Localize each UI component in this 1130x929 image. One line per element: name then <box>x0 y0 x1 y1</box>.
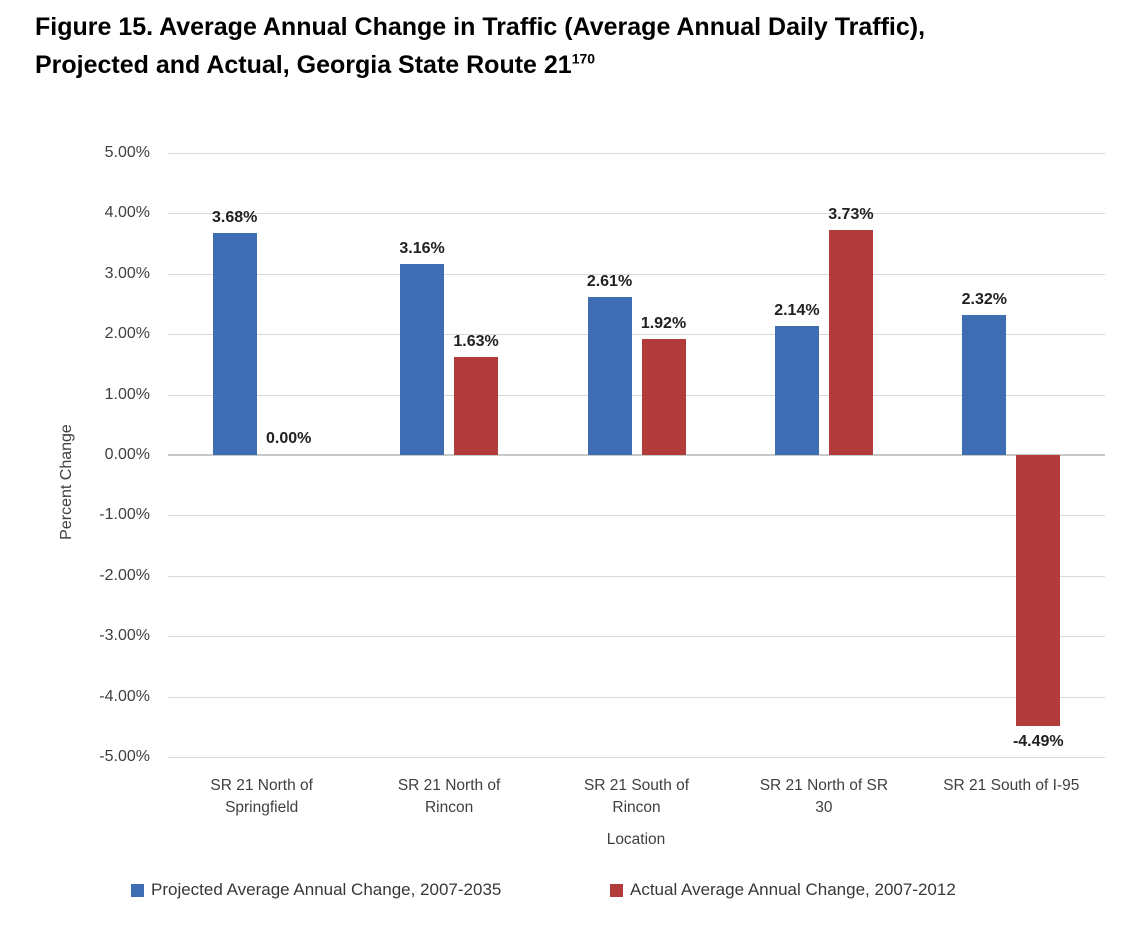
category-label-line: Springfield <box>225 799 299 816</box>
bar-data-label: 2.61% <box>586 273 633 291</box>
bar-data-label: 1.92% <box>640 315 687 333</box>
legend-item: Actual Average Annual Change, 2007-2012 <box>610 880 956 900</box>
y-tick-label: 1.00% <box>104 385 150 403</box>
legend-item: Projected Average Annual Change, 2007-20… <box>131 880 501 900</box>
y-tick-label: 0.00% <box>104 446 150 463</box>
bar <box>400 264 445 455</box>
bar <box>212 232 257 455</box>
legend-swatch-icon <box>610 883 623 897</box>
category-label: SR 21 South of Rincon <box>549 775 725 819</box>
category-label: SR 21 North of Rincon <box>361 775 537 819</box>
y-tick-label: 3.00% <box>104 264 150 282</box>
figure-title-line2-wrap: Projected and Actual, Georgia State Rout… <box>35 46 1105 84</box>
y-tick-label: 5.00% <box>104 144 150 161</box>
gridline <box>168 757 1105 758</box>
bar-data-label: -4.49% <box>1012 733 1064 751</box>
bar-data-label: 2.32% <box>961 290 1007 308</box>
y-tick-label: -3.00% <box>99 627 150 645</box>
category-label-line: 30 <box>815 799 833 816</box>
y-tick-label: -4.00% <box>99 687 150 705</box>
category-label-line: Rincon <box>612 799 661 816</box>
bar-data-label: 3.73% <box>828 205 874 223</box>
gridline <box>168 394 1105 396</box>
gridline <box>168 636 1105 638</box>
zero-axis-line <box>168 454 1105 456</box>
category-label-line: SR 21 South of <box>583 777 690 794</box>
gridline <box>168 334 1105 336</box>
figure-title: Figure 15. Average Annual Change in Traf… <box>35 8 1105 84</box>
bar <box>587 297 632 455</box>
x-axis-title: Location <box>606 831 666 848</box>
gridline <box>168 213 1105 215</box>
category-label: SR 21 South of I-95 <box>923 775 1099 797</box>
bar-data-label: 3.16% <box>399 240 445 258</box>
legend-swatch-icon <box>131 883 144 897</box>
gridline <box>168 696 1105 698</box>
y-tick-label: -5.00% <box>99 748 150 765</box>
category-label-line: SR 21 North of SR <box>759 777 889 794</box>
bar <box>962 314 1007 455</box>
bar <box>454 356 499 455</box>
category-label-line: Rincon <box>424 799 474 816</box>
bar <box>641 339 686 455</box>
bar-data-label: 0.00% <box>266 430 312 447</box>
bar-data-label: 3.68% <box>212 208 258 226</box>
bar <box>1016 455 1061 727</box>
bar <box>828 229 873 455</box>
category-label: SR 21 North of SR 30 <box>736 775 912 819</box>
legend-label: Projected Average Annual Change, 2007-20… <box>151 880 502 899</box>
category-label-line: SR 21 North of <box>210 777 313 794</box>
y-tick-label: -2.00% <box>99 566 150 584</box>
y-tick-label: -1.00% <box>99 506 150 524</box>
figure-title-footnote-ref: 170 <box>571 50 596 67</box>
gridline <box>168 273 1105 275</box>
bar-data-label: 1.63% <box>453 332 499 350</box>
gridline <box>168 575 1105 577</box>
gridline <box>168 153 1105 154</box>
figure-title-line2: Projected and Actual, Georgia State Rout… <box>35 51 572 79</box>
gridline <box>168 515 1105 517</box>
category-label-line: SR 21 North of <box>397 777 501 794</box>
y-tick-label: 4.00% <box>104 204 150 222</box>
figure-title-line1: Figure 15. Average Annual Change in Traf… <box>35 13 926 41</box>
y-tick-label: 2.00% <box>104 325 150 343</box>
category-label-line: SR 21 South of I-95 <box>943 777 1080 794</box>
bar <box>774 325 819 455</box>
bar-data-label: 2.14% <box>774 301 820 319</box>
legend-label: Actual Average Annual Change, 2007-2012 <box>630 880 956 899</box>
category-label: SR 21 North of Springfield <box>174 775 350 819</box>
